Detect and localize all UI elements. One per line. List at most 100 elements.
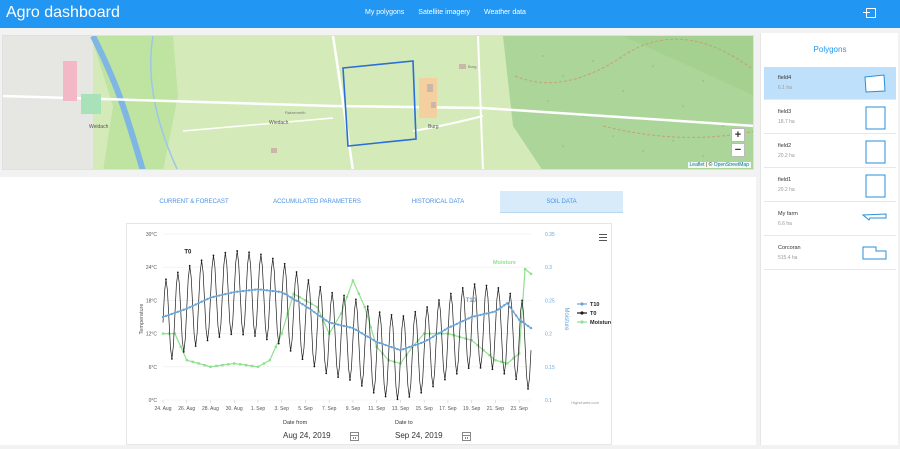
t10-point xyxy=(348,326,352,329)
t10-point xyxy=(446,326,450,330)
t0-point xyxy=(479,366,482,369)
main-nav: My polygons Satellite imagery Weather da… xyxy=(365,9,526,16)
moisture-point xyxy=(529,272,533,276)
t10-point xyxy=(357,330,361,333)
attribution-separator: | © xyxy=(704,162,714,168)
t10-point xyxy=(506,301,509,305)
moisture-point xyxy=(262,362,266,365)
polygon-item-field4[interactable]: field4 6.1 ha xyxy=(764,67,896,100)
map-canvas[interactable]: Weidach Wiedach Ratzenreith Burg Burg xyxy=(3,36,754,170)
t10-point xyxy=(428,337,432,340)
nav-satellite-imagery[interactable]: Satellite imagery xyxy=(418,9,471,16)
chart-credits[interactable]: Highcharts.com xyxy=(571,400,599,405)
date-from-calendar-icon[interactable] xyxy=(350,432,359,441)
t0-point xyxy=(188,264,191,267)
annotation-moisture: Moisture xyxy=(493,260,516,266)
logout-icon[interactable] xyxy=(863,8,876,18)
sidebar-title: Polygons xyxy=(813,45,847,54)
t0-point xyxy=(414,310,417,313)
t10-point xyxy=(419,341,423,345)
t10-point xyxy=(235,290,239,293)
t0-point xyxy=(331,291,334,294)
moisture-point xyxy=(233,362,236,365)
t0-point xyxy=(230,333,233,336)
tab-current-forecast[interactable]: Current & forecast xyxy=(159,199,229,205)
t10-point xyxy=(327,321,331,324)
date-to-input[interactable]: Sep 24, 2019 xyxy=(395,431,443,440)
moisture-point xyxy=(280,332,283,335)
y2-tick-label: 0.35 xyxy=(545,232,555,238)
t0-point xyxy=(455,372,458,375)
moisture-point xyxy=(357,292,361,295)
t10-point xyxy=(473,315,476,318)
moisture-point xyxy=(470,339,473,342)
field-polygon-outline[interactable] xyxy=(342,60,417,147)
y-tick-label: 18°C xyxy=(146,298,158,304)
t10-point xyxy=(494,310,497,313)
t10-point xyxy=(283,292,286,296)
polygon-item-field1[interactable]: field1 20.2 ha xyxy=(764,169,896,202)
t0-point xyxy=(503,372,506,375)
date-to-calendar-icon[interactable] xyxy=(462,432,471,441)
legend-label: T10 xyxy=(590,302,599,308)
t10-point xyxy=(176,310,180,314)
x-tick-label: 3. Sep xyxy=(274,406,289,412)
y-tick-label: 0°C xyxy=(149,398,158,404)
legend-marker xyxy=(580,320,584,324)
x-tick-label: 11. Sep xyxy=(368,406,385,412)
polygon-shape-icon xyxy=(865,174,886,198)
nav-weather-data[interactable]: Weather data xyxy=(484,9,526,16)
zoom-in-button[interactable]: + xyxy=(731,128,745,142)
x-axis-ticks: 24. Aug 26. Aug 28. Aug 30. Aug 1. Sep 3. Sep… xyxy=(155,400,528,412)
polygon-item-field3[interactable]: field3 18.7 ha xyxy=(764,101,896,134)
date-from-label: Date from xyxy=(283,420,308,426)
t10-point xyxy=(304,304,307,308)
t10-point xyxy=(369,337,372,340)
polygon-shape-icon xyxy=(865,106,886,130)
t0-point xyxy=(349,379,351,381)
series-moisture-line xyxy=(163,267,532,368)
polygon-item-field2[interactable]: field2 20.2 ha xyxy=(764,135,896,168)
map-view[interactable]: Weidach Wiedach Ratzenreith Burg Burg + … xyxy=(2,35,754,170)
chart-menu-icon[interactable] xyxy=(599,234,607,242)
t10-point xyxy=(523,322,527,326)
polygon-name: field3 xyxy=(778,109,792,115)
tab-accumulated-parameters[interactable]: Accumulated parameters xyxy=(273,199,361,205)
t10-point xyxy=(179,309,183,312)
zoom-out-button[interactable]: − xyxy=(731,143,745,157)
t0-point xyxy=(265,338,268,341)
tab-historical-data[interactable]: Historical data xyxy=(411,199,465,205)
annotation-t0: T0 xyxy=(184,249,192,255)
t10-point xyxy=(197,301,200,305)
t10-point xyxy=(476,314,479,317)
t10-point xyxy=(301,303,304,306)
t0-point xyxy=(165,278,167,281)
t10-point xyxy=(286,294,289,297)
t10-point xyxy=(313,310,316,314)
t10-point xyxy=(200,300,203,303)
app-title[interactable]: Agro dashboard xyxy=(6,4,120,21)
osm-link[interactable]: OpenStreetMap xyxy=(713,162,749,168)
tab-soil-data[interactable]: Soil data xyxy=(500,191,623,213)
t10-point xyxy=(164,314,168,318)
t10-point xyxy=(322,317,325,320)
t10-point xyxy=(378,341,381,345)
t10-point xyxy=(393,346,396,350)
leaflet-link[interactable]: Leaflet xyxy=(689,162,705,168)
t0-point xyxy=(248,251,250,254)
polygon-name: Corcoran xyxy=(778,245,801,251)
map-attribution: Leaflet | © OpenStreetMap xyxy=(687,162,751,168)
soil-chart[interactable]: 0°C 6°C 12°C 18°C 24°C 30°C 0.1 0.15 0.2 0.25 0.3… xyxy=(127,224,613,444)
date-from-input[interactable]: Aug 24, 2019 xyxy=(283,431,331,440)
t10-point xyxy=(224,292,227,296)
t10-point xyxy=(206,297,209,301)
polygon-item-corcoran[interactable]: Corcoran 515.4 ha xyxy=(764,237,896,270)
t0-point xyxy=(372,391,375,394)
t10-point xyxy=(167,313,171,317)
t10-point xyxy=(375,340,378,344)
t10-point xyxy=(372,338,375,342)
legend-marker xyxy=(580,302,584,306)
polygon-item-my-farm[interactable]: My farm 6.6 ha xyxy=(764,203,896,236)
nav-my-polygons[interactable]: My polygons xyxy=(365,9,405,16)
t0-point xyxy=(527,388,529,390)
